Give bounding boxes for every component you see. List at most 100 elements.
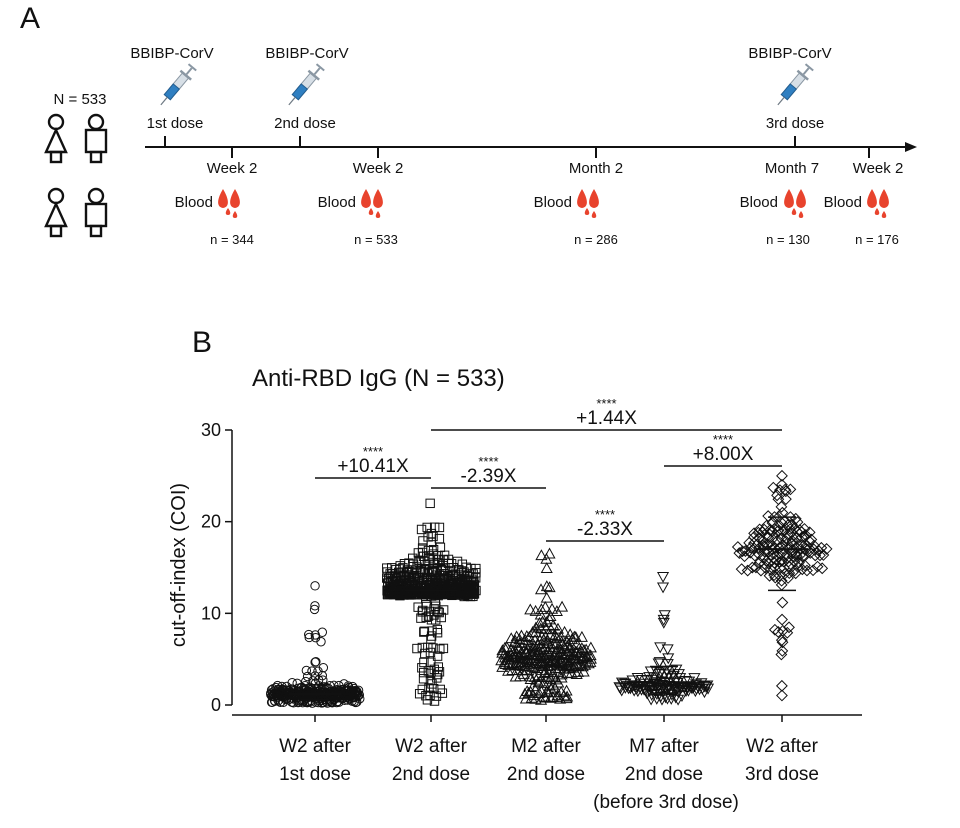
blood-drop-icon-2 (361, 189, 383, 218)
data-point (626, 675, 639, 687)
data-point (352, 691, 363, 702)
data-point (758, 558, 771, 570)
y-tick-label: 20 (201, 512, 221, 532)
data-point (793, 524, 806, 536)
data-point (656, 571, 670, 583)
vaccine-name-3: BBIBP-CorV (748, 45, 831, 62)
data-point (438, 605, 449, 615)
data-point (772, 626, 785, 638)
data-point (655, 676, 669, 688)
data-point (425, 498, 435, 509)
data-point (382, 563, 392, 573)
data-point (775, 648, 788, 661)
data-point (513, 670, 527, 682)
data-point (773, 542, 786, 554)
timepoint-label-4: Month 7 (765, 160, 819, 177)
data-point (767, 481, 780, 494)
data-point (524, 685, 537, 697)
y-axis: 0 10 20 30 (201, 420, 233, 715)
data-point (757, 540, 770, 553)
data-point (784, 483, 797, 496)
data-point (771, 520, 784, 532)
data-point (520, 630, 533, 641)
data-point (753, 556, 766, 569)
data-point (433, 662, 444, 672)
data-point (432, 624, 442, 635)
data-point (428, 643, 438, 653)
significance-stars: **** (713, 432, 733, 447)
scatter-points (266, 469, 833, 708)
data-point (421, 600, 431, 610)
data-point (658, 610, 671, 622)
x-tick-label: 2nd dose (392, 764, 470, 785)
data-point (760, 519, 773, 532)
data-point (736, 545, 749, 558)
data-point (426, 631, 437, 641)
data-point (343, 681, 353, 691)
data-point (556, 600, 569, 612)
data-point (425, 690, 435, 700)
person-icon-male-1 (84, 113, 108, 164)
data-point (534, 608, 547, 620)
data-point (549, 629, 562, 641)
x-tick-label: 1st dose (279, 764, 351, 785)
x-tick-label: 3rd dose (745, 764, 819, 785)
data-point (543, 547, 556, 559)
timepoint-label-1: Week 2 (207, 160, 258, 177)
data-point (662, 684, 675, 696)
data-point (524, 603, 537, 615)
data-point (316, 637, 326, 647)
blood-drop-icon-1 (218, 189, 240, 218)
data-point (776, 689, 788, 702)
data-point (540, 685, 553, 697)
y-tick-label: 10 (201, 603, 221, 623)
data-point (786, 537, 798, 549)
data-point (434, 522, 445, 533)
data-point (408, 553, 418, 564)
data-point (547, 638, 561, 650)
data-point (580, 643, 593, 655)
data-point (540, 580, 553, 592)
data-point (438, 570, 448, 581)
data-point (775, 500, 788, 513)
data-point (781, 548, 793, 561)
data-point (540, 562, 553, 574)
x-tick-label: 2nd dose (625, 764, 703, 785)
x-tick-label: W2 after (279, 736, 351, 757)
panel-a-label: A (20, 2, 40, 35)
data-point (775, 634, 788, 647)
syringe-icon-3 (771, 61, 816, 110)
summary-lines (289, 516, 808, 701)
data-point (310, 601, 320, 611)
data-point (657, 617, 670, 629)
blood-label-2: Blood (318, 194, 356, 211)
panel-b-label: B (192, 326, 212, 359)
data-point (468, 569, 478, 579)
fold-change-label: -2.33X (577, 519, 633, 540)
data-point (575, 630, 588, 642)
data-point (436, 612, 446, 623)
data-point (776, 644, 789, 657)
data-point (267, 687, 278, 698)
data-point (301, 665, 312, 676)
data-point (412, 643, 422, 654)
data-point (532, 669, 545, 681)
data-point (650, 666, 663, 678)
data-point (347, 681, 358, 692)
data-point (533, 616, 546, 628)
data-point (457, 559, 468, 569)
data-point (679, 676, 692, 687)
data-point (750, 561, 762, 574)
data-point (418, 674, 429, 684)
data-point (778, 524, 791, 537)
data-point (471, 563, 481, 574)
data-point (419, 626, 430, 636)
data-point (452, 556, 463, 567)
data-point (779, 493, 792, 506)
data-point (551, 622, 565, 634)
data-point (423, 642, 433, 653)
data-point (653, 657, 666, 669)
data-point (428, 531, 438, 542)
data-point (798, 522, 811, 535)
data-point (748, 549, 761, 562)
